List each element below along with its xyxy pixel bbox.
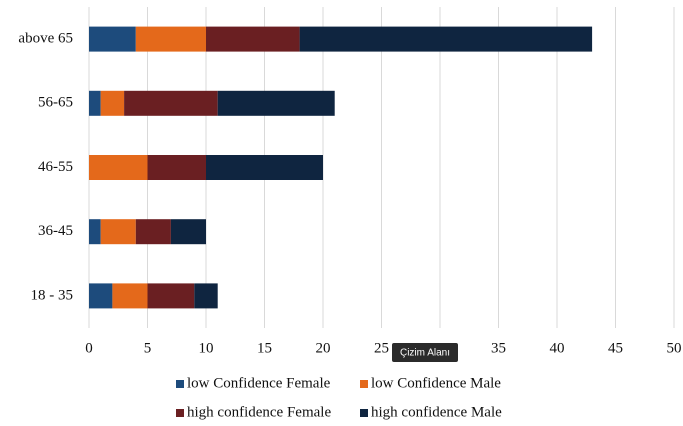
bar-segment xyxy=(206,155,323,180)
y-tick-label: 18 - 35 xyxy=(31,287,74,303)
bar-segment xyxy=(147,283,195,309)
bar-segment xyxy=(89,26,136,52)
y-tick-label: above 65 xyxy=(18,31,73,47)
y-tick-label: 36-45 xyxy=(38,223,73,239)
legend-label: high confidence Male xyxy=(371,404,502,420)
bar-segment xyxy=(89,155,148,180)
bar-segment xyxy=(112,283,148,309)
tooltip-text: Çizim Alanı xyxy=(400,348,450,359)
bar-segment xyxy=(89,219,101,245)
bar-segment xyxy=(217,90,335,116)
bar-segment xyxy=(124,90,218,116)
bar-segment xyxy=(135,219,171,245)
bar-segment xyxy=(170,219,206,245)
bar-segment xyxy=(299,26,593,52)
bar-segment xyxy=(100,90,125,116)
x-tick-label: 50 xyxy=(667,340,682,356)
bar-segment xyxy=(206,26,300,52)
legend-swatch xyxy=(360,409,368,417)
legend-swatch xyxy=(176,409,184,417)
bar-segment xyxy=(147,155,206,180)
legend-label: high confidence Female xyxy=(187,404,331,420)
legend-label: low Confidence Male xyxy=(371,375,501,391)
y-tick-label: 46-55 xyxy=(38,159,73,175)
tooltip: Çizim Alanı xyxy=(392,343,458,362)
legend: low Confidence Female low Confidence Male… xyxy=(176,375,502,420)
bar-segment xyxy=(89,283,113,309)
x-tick-label: 10 xyxy=(199,340,214,356)
bar-segment xyxy=(194,283,218,309)
y-tick-label: 56-65 xyxy=(38,95,73,111)
x-tick-label: 15 xyxy=(257,340,272,356)
x-tick-label: 40 xyxy=(550,340,565,356)
legend-swatch xyxy=(176,380,184,388)
labels: 05101520253035404550above 6556-6546-5536… xyxy=(18,31,681,357)
legend-swatch xyxy=(360,380,368,388)
x-tick-label: 20 xyxy=(316,340,331,356)
x-tick-label: 5 xyxy=(144,340,152,356)
bar-segment xyxy=(135,26,206,52)
x-tick-label: 0 xyxy=(85,340,93,356)
x-tick-label: 45 xyxy=(608,340,623,356)
bar-segment xyxy=(100,219,136,245)
legend-label: low Confidence Female xyxy=(187,375,331,391)
x-tick-label: 35 xyxy=(491,340,506,356)
bar-segment xyxy=(89,90,101,116)
x-tick-label: 25 xyxy=(374,340,389,356)
tooltip-box xyxy=(392,343,458,362)
bars xyxy=(89,26,593,309)
